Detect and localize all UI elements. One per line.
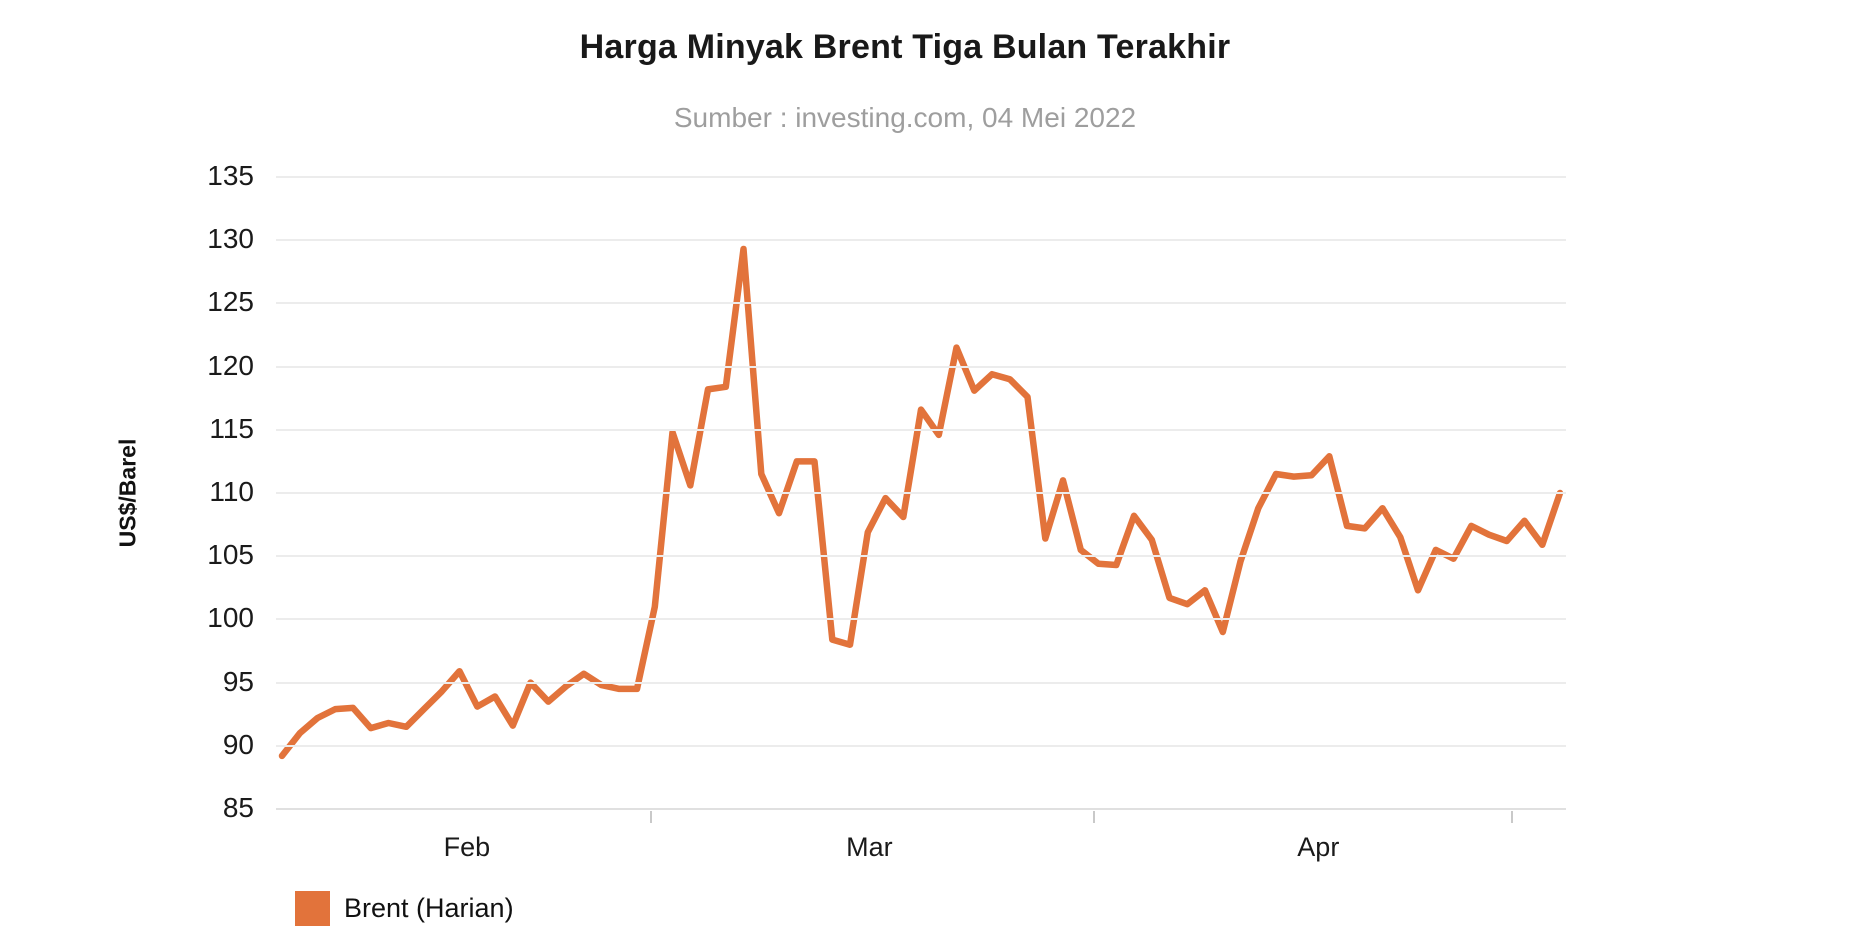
x-axis-tick-2 xyxy=(1510,811,1513,823)
y-tick-label-130: 130 xyxy=(207,223,254,255)
gridline-y-105 xyxy=(276,555,1566,558)
x-axis-tick-0 xyxy=(650,811,653,823)
gridline-y-95 xyxy=(276,681,1566,684)
chart-title: Harga Minyak Brent Tiga Bulan Terakhir xyxy=(579,28,1231,66)
gridline-y-100 xyxy=(276,618,1566,621)
y-tick-label-135: 135 xyxy=(207,160,254,191)
x-tick-label-mar: Mar xyxy=(846,832,893,862)
y-tick-label-110: 110 xyxy=(209,476,254,507)
legend-label-brent: Brent (Harian) xyxy=(344,893,514,923)
gridline-y-125 xyxy=(276,302,1566,305)
x-tick-label-apr: Apr xyxy=(1297,832,1340,862)
gridline-y-135 xyxy=(276,176,1566,178)
y-tick-label-125: 125 xyxy=(207,286,254,318)
gridline-y-130 xyxy=(276,239,1566,242)
x-axis-tick-1 xyxy=(1092,811,1095,823)
y-tick-label-100: 100 xyxy=(207,602,254,634)
x-tick-label-feb: Feb xyxy=(443,832,491,862)
legend-swatch-brent xyxy=(295,891,330,926)
gridline-y-110 xyxy=(276,492,1566,494)
brent-price-line xyxy=(278,245,1564,760)
legend: Brent (Harian) xyxy=(295,891,514,926)
gridline-y-90 xyxy=(276,744,1566,747)
y-tick-label-95: 95 xyxy=(222,665,254,697)
chart-subtitle: Sumber : investing.com, 04 Mei 2022 xyxy=(673,102,1137,133)
gridline-y-120 xyxy=(276,365,1566,368)
y-tick-label-85: 85 xyxy=(222,792,254,823)
gridline-y-85 xyxy=(276,808,1566,810)
gridline-y-115 xyxy=(276,428,1566,431)
y-tick-label-105: 105 xyxy=(207,539,254,571)
plot-area xyxy=(276,177,1566,809)
y-tick-label-120: 120 xyxy=(207,349,254,381)
y-tick-label-115: 115 xyxy=(209,412,254,444)
brent-series-polyline xyxy=(278,245,1564,760)
y-tick-label-90: 90 xyxy=(222,728,254,760)
